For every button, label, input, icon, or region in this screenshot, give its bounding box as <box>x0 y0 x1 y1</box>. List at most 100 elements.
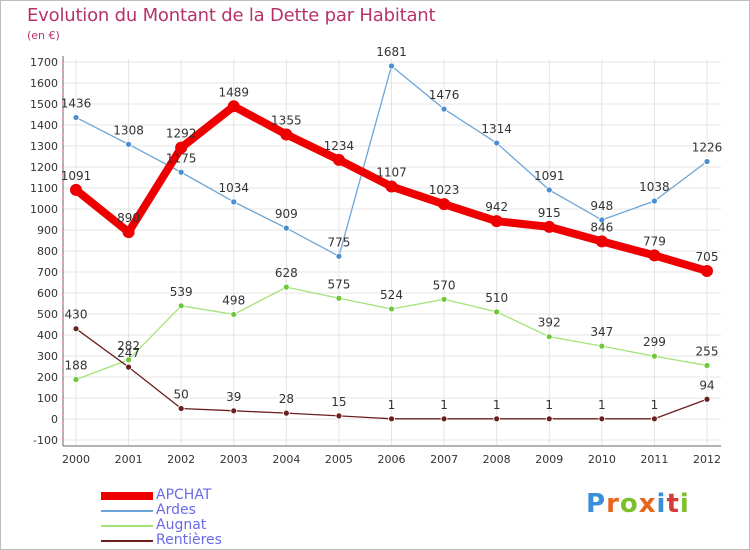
data-point <box>595 235 608 248</box>
data-point <box>543 220 556 233</box>
data-point <box>230 198 238 206</box>
data-label: 1 <box>598 398 606 412</box>
legend-swatch <box>101 525 153 527</box>
x-tick-label: 2006 <box>378 453 406 466</box>
legend-swatch <box>101 492 153 500</box>
data-point <box>282 283 290 291</box>
data-label: 1175 <box>166 151 197 165</box>
data-label: 282 <box>117 339 140 353</box>
y-tick-label: 200 <box>37 371 58 384</box>
data-point <box>545 186 553 194</box>
data-label: 1 <box>545 398 553 412</box>
data-label: 1107 <box>376 166 407 180</box>
legend-label: Ardes <box>156 502 196 518</box>
data-label: 1091 <box>534 169 565 183</box>
legend-label: Augnat <box>156 517 207 533</box>
data-point <box>651 415 658 423</box>
data-label: 575 <box>327 277 350 291</box>
y-tick-label: 1600 <box>30 77 58 90</box>
data-label: 1091 <box>61 169 92 183</box>
y-tick-label: 1400 <box>30 119 58 132</box>
y-tick-label: 1500 <box>30 98 58 111</box>
data-point <box>177 302 185 310</box>
data-point <box>648 249 661 262</box>
data-point <box>440 105 448 113</box>
data-point <box>177 405 185 412</box>
data-point <box>651 197 658 205</box>
data-point <box>545 415 553 423</box>
data-point <box>440 415 448 423</box>
data-point <box>703 395 711 403</box>
data-point <box>177 168 185 176</box>
data-point <box>388 62 395 70</box>
data-label: 1436 <box>61 96 92 110</box>
data-point <box>72 376 80 383</box>
data-label: 50 <box>174 388 189 402</box>
data-label: 1038 <box>639 180 670 194</box>
data-label: 779 <box>643 234 666 248</box>
x-tick-label: 2010 <box>588 453 616 466</box>
data-point <box>72 114 80 121</box>
data-label: 775 <box>327 235 350 249</box>
y-tick-label: 1300 <box>30 140 58 153</box>
data-point <box>651 352 658 360</box>
data-label: 1 <box>651 398 659 412</box>
data-label: 915 <box>538 206 561 220</box>
data-label: 392 <box>538 316 561 330</box>
data-point <box>70 183 82 196</box>
data-point <box>701 264 713 277</box>
data-point <box>703 158 711 165</box>
logo-letter: t <box>666 489 680 519</box>
data-point <box>282 224 290 232</box>
data-label: 628 <box>275 266 298 280</box>
data-point <box>388 305 395 313</box>
data-label: 1 <box>388 398 396 412</box>
data-point <box>335 252 343 260</box>
data-label: 890 <box>117 211 140 225</box>
data-label: 510 <box>485 291 508 305</box>
data-point <box>125 356 132 364</box>
data-point <box>335 294 343 302</box>
y-tick-label: 1000 <box>30 203 58 216</box>
data-label: 1489 <box>218 85 249 99</box>
x-tick-label: 2005 <box>325 453 353 466</box>
x-tick-label: 2012 <box>693 453 721 466</box>
data-point <box>175 141 188 154</box>
data-label: 347 <box>590 325 613 339</box>
y-tick-label: 300 <box>37 350 58 363</box>
data-point <box>545 333 553 341</box>
data-label: 1 <box>440 398 448 412</box>
chart-title: Evolution du Montant de la Dette par Hab… <box>27 5 436 26</box>
data-label: 1308 <box>113 123 144 137</box>
x-tick-label: 2003 <box>220 453 248 466</box>
x-tick-label: 2000 <box>62 453 90 466</box>
data-point <box>598 342 606 350</box>
data-label: 909 <box>275 207 298 221</box>
data-label: 498 <box>222 293 245 307</box>
data-label: 247 <box>117 346 140 360</box>
x-tick-label: 2011 <box>640 453 668 466</box>
data-label: 1292 <box>166 127 197 141</box>
data-label: 1681 <box>376 45 407 59</box>
y-tick-label: 500 <box>37 308 58 321</box>
data-label: 255 <box>696 344 719 358</box>
data-point <box>125 140 132 148</box>
data-point <box>388 415 395 423</box>
chart-subtitle: (en €) <box>27 29 60 42</box>
legend-swatch <box>101 510 153 512</box>
data-label: 39 <box>226 390 241 404</box>
y-tick-label: 600 <box>37 287 58 300</box>
y-tick-label: 1200 <box>30 161 58 174</box>
data-point <box>332 153 345 166</box>
data-label: 430 <box>65 308 88 322</box>
y-tick-label: 0 <box>51 413 58 426</box>
data-label: 1 <box>493 398 501 412</box>
y-tick-label: 400 <box>37 329 58 342</box>
y-tick-label: 900 <box>37 224 58 237</box>
data-label: 15 <box>331 395 346 409</box>
data-point <box>282 409 290 417</box>
logo-letter: o <box>619 489 639 519</box>
y-tick-label: 800 <box>37 245 58 258</box>
logo-letter: i <box>656 489 667 519</box>
